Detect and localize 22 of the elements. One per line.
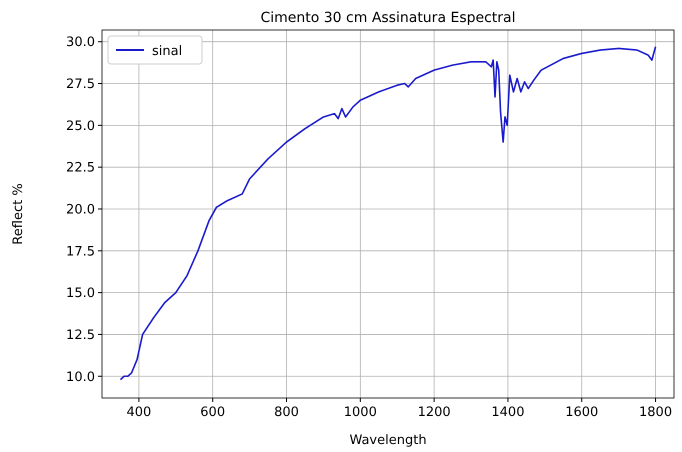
x-tick-label: 600: [200, 405, 226, 420]
y-tick-label: 15.0: [66, 286, 95, 302]
legend-label: sinal: [152, 44, 182, 59]
y-tick-label: 30.0: [66, 35, 95, 50]
chart-title: Cimento 30 cm Assinatura Espectral: [260, 10, 516, 26]
y-axis-title: Reflect %: [11, 183, 26, 245]
line-series: [120, 46, 656, 380]
y-tick-label: 22.5: [66, 160, 95, 176]
x-tick-label: 1200: [418, 405, 451, 420]
x-tick-label: 400: [126, 405, 152, 420]
y-tick-label: 27.5: [66, 77, 95, 92]
x-tick-label: 1000: [344, 405, 377, 420]
x-tick-label: 1600: [565, 405, 598, 420]
y-tick-label: 25.0: [66, 118, 95, 134]
y-tick-label: 12.5: [66, 328, 95, 343]
y-tick-label: 17.5: [66, 244, 95, 260]
x-tick-label: 800: [274, 405, 299, 420]
x-axis-title: Wavelength: [349, 433, 427, 448]
x-tick-label: 1400: [491, 405, 524, 420]
x-tick-label: 1800: [639, 405, 672, 420]
y-tick-label: 10.0: [66, 370, 95, 385]
y-tick-label: 20.0: [66, 202, 95, 218]
